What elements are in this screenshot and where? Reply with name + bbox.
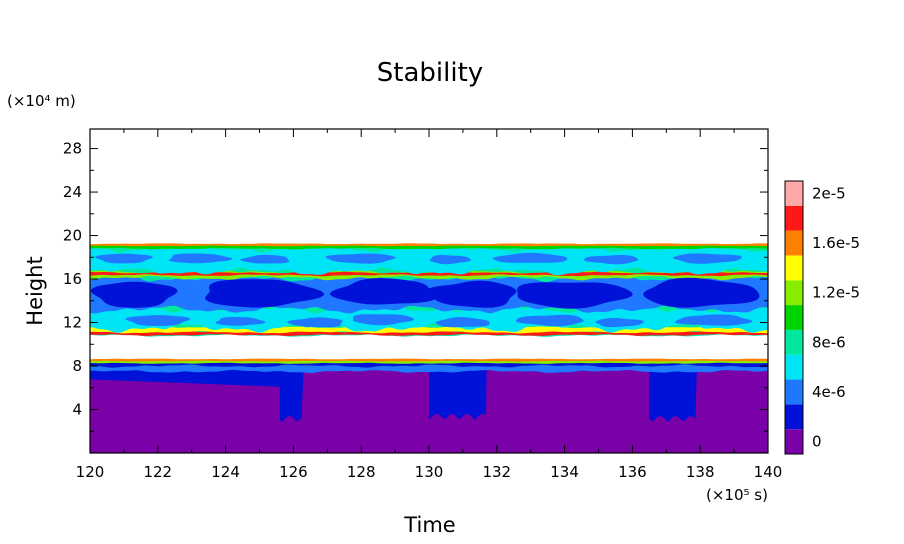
x-tick-label: 130 <box>415 463 444 481</box>
x-tick-label: 126 <box>279 463 308 481</box>
colorbar-swatch <box>785 255 803 281</box>
mid-patch-6 <box>515 314 584 327</box>
y-tick-label: 4 <box>72 401 82 419</box>
tropopause-orange <box>90 358 768 362</box>
x-tick-label: 124 <box>211 463 240 481</box>
core-cell-5 <box>517 282 633 309</box>
x-tick-label: 134 <box>550 463 579 481</box>
lower-cyan-edge <box>90 364 768 373</box>
x-tick-label: 122 <box>143 463 172 481</box>
upper-patch-4 <box>325 253 396 264</box>
colorbar-swatch <box>785 329 803 355</box>
x-axis-ticks: 120 122 124 126 128 130 132 134 136 138 140 <box>76 129 783 481</box>
colorbar: 0 4e-6 8e-6 1.2e-5 1.6e-5 2e-5 <box>784 180 860 455</box>
colorbar-swatch <box>785 230 803 256</box>
colorbar-label: 0 <box>812 433 822 451</box>
upper-cyan-band <box>90 244 768 276</box>
mid-patch-7 <box>595 318 644 328</box>
core-cell-2 <box>205 279 324 308</box>
y-tick-label: 16 <box>63 270 82 288</box>
deep-episode-1 <box>279 370 304 422</box>
colorbar-frame <box>784 180 804 455</box>
colorbar-label: 2e-5 <box>812 184 846 202</box>
core-cell-4 <box>425 280 517 308</box>
x-axis-label: Time <box>403 513 455 537</box>
y-tick-label: 12 <box>63 314 82 332</box>
y-unit-label: (×10⁴ m) <box>7 92 76 110</box>
mid-patch-4 <box>353 314 415 326</box>
x-unit-label: (×10⁵ s) <box>706 486 768 504</box>
deep-episode-3 <box>649 370 697 422</box>
x-tick-label: 128 <box>347 463 376 481</box>
mid-patch-3 <box>287 317 343 328</box>
y-axis-ticks: 4 8 12 16 20 24 28 <box>63 140 768 432</box>
y-tick-label: 20 <box>63 227 82 245</box>
upper-patch-3 <box>240 254 290 264</box>
mid-patch-5 <box>435 317 490 328</box>
x-tick-label: 120 <box>76 463 105 481</box>
colorbar-swatch <box>785 305 803 330</box>
colorbar-label: 4e-6 <box>812 383 846 401</box>
mid-patch-8 <box>674 314 753 326</box>
colorbar-label: 1.6e-5 <box>812 234 860 252</box>
upper-patch-8 <box>672 253 742 264</box>
y-tick-label: 28 <box>63 140 82 158</box>
upper-red-line <box>90 271 768 277</box>
colorbar-swatch <box>785 354 803 380</box>
upper-patch-6 <box>492 252 568 263</box>
core-cell-3 <box>329 278 437 305</box>
upper-patch-1 <box>95 253 153 264</box>
contour-field <box>90 243 768 453</box>
y-tick-label: 24 <box>63 183 82 201</box>
x-tick-label: 138 <box>686 463 715 481</box>
colorbar-swatch <box>785 429 803 454</box>
x-tick-label: 132 <box>482 463 511 481</box>
colorbar-label: 1.2e-5 <box>812 284 860 302</box>
chart-title: Stability <box>377 58 483 88</box>
deep-episode-2 <box>429 370 487 421</box>
core-cell-6 <box>643 277 760 308</box>
colorbar-swatch <box>785 280 803 306</box>
upper-patch-5 <box>429 255 471 265</box>
colorbar-swatch <box>785 181 803 206</box>
mid-patch-1 <box>125 315 191 326</box>
colorbar-swatch <box>785 379 803 405</box>
top-orange-edge <box>90 243 768 247</box>
colorbar-label: 8e-6 <box>812 333 846 351</box>
y-axis-label: Height <box>23 256 47 325</box>
upper-patch-7 <box>584 255 639 265</box>
colorbar-swatch <box>785 404 803 430</box>
mid-patch-2 <box>215 317 266 326</box>
colorbar-swatch <box>785 205 803 231</box>
x-tick-label: 140 <box>754 463 783 481</box>
x-tick-label: 136 <box>618 463 647 481</box>
upper-patch-2 <box>169 253 233 264</box>
core-cell-1 <box>90 281 178 308</box>
y-tick-label: 8 <box>72 357 82 375</box>
